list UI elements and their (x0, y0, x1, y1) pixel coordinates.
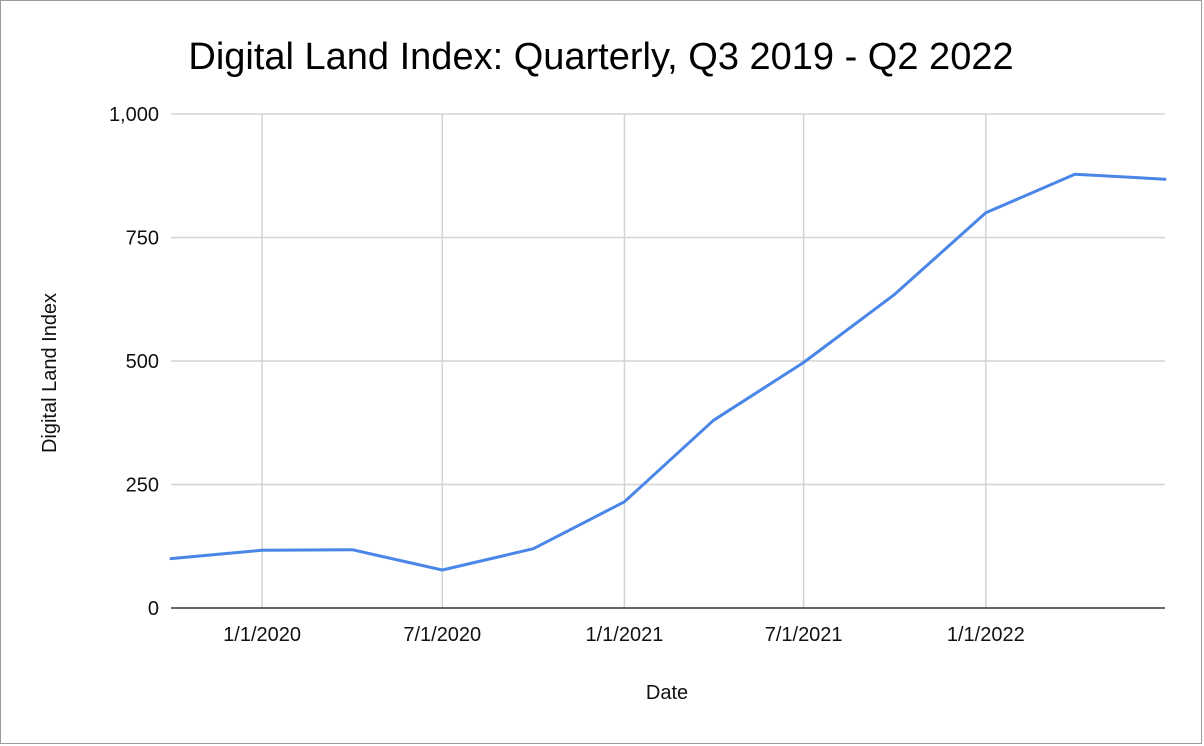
chart-title: Digital Land Index: Quarterly, Q3 2019 -… (188, 36, 1013, 78)
x-tick-label: 1/1/2022 (947, 624, 1025, 646)
y-tick-label: 750 (126, 228, 159, 250)
label-layer: 0 250 500 750 1,000 1/1/2020 7/1/2020 1/1/2021 7… (109, 104, 1025, 646)
grid-layer (171, 113, 1165, 608)
y-tick-label: 250 (126, 475, 159, 497)
y-axis-label: Digital Land Index (39, 293, 61, 453)
y-tick-label: 0 (148, 598, 159, 620)
series-line (169, 172, 1167, 572)
x-tick-label: 1/1/2020 (223, 624, 301, 646)
series-layer (169, 172, 1167, 572)
x-tick-label: 7/1/2020 (403, 624, 481, 646)
x-tick-label: 1/1/2021 (586, 624, 664, 646)
y-tick-label: 1,000 (109, 104, 159, 126)
x-axis-label: Date (646, 682, 688, 704)
y-tick-label: 500 (126, 351, 159, 373)
x-tick-label: 7/1/2021 (765, 624, 843, 646)
